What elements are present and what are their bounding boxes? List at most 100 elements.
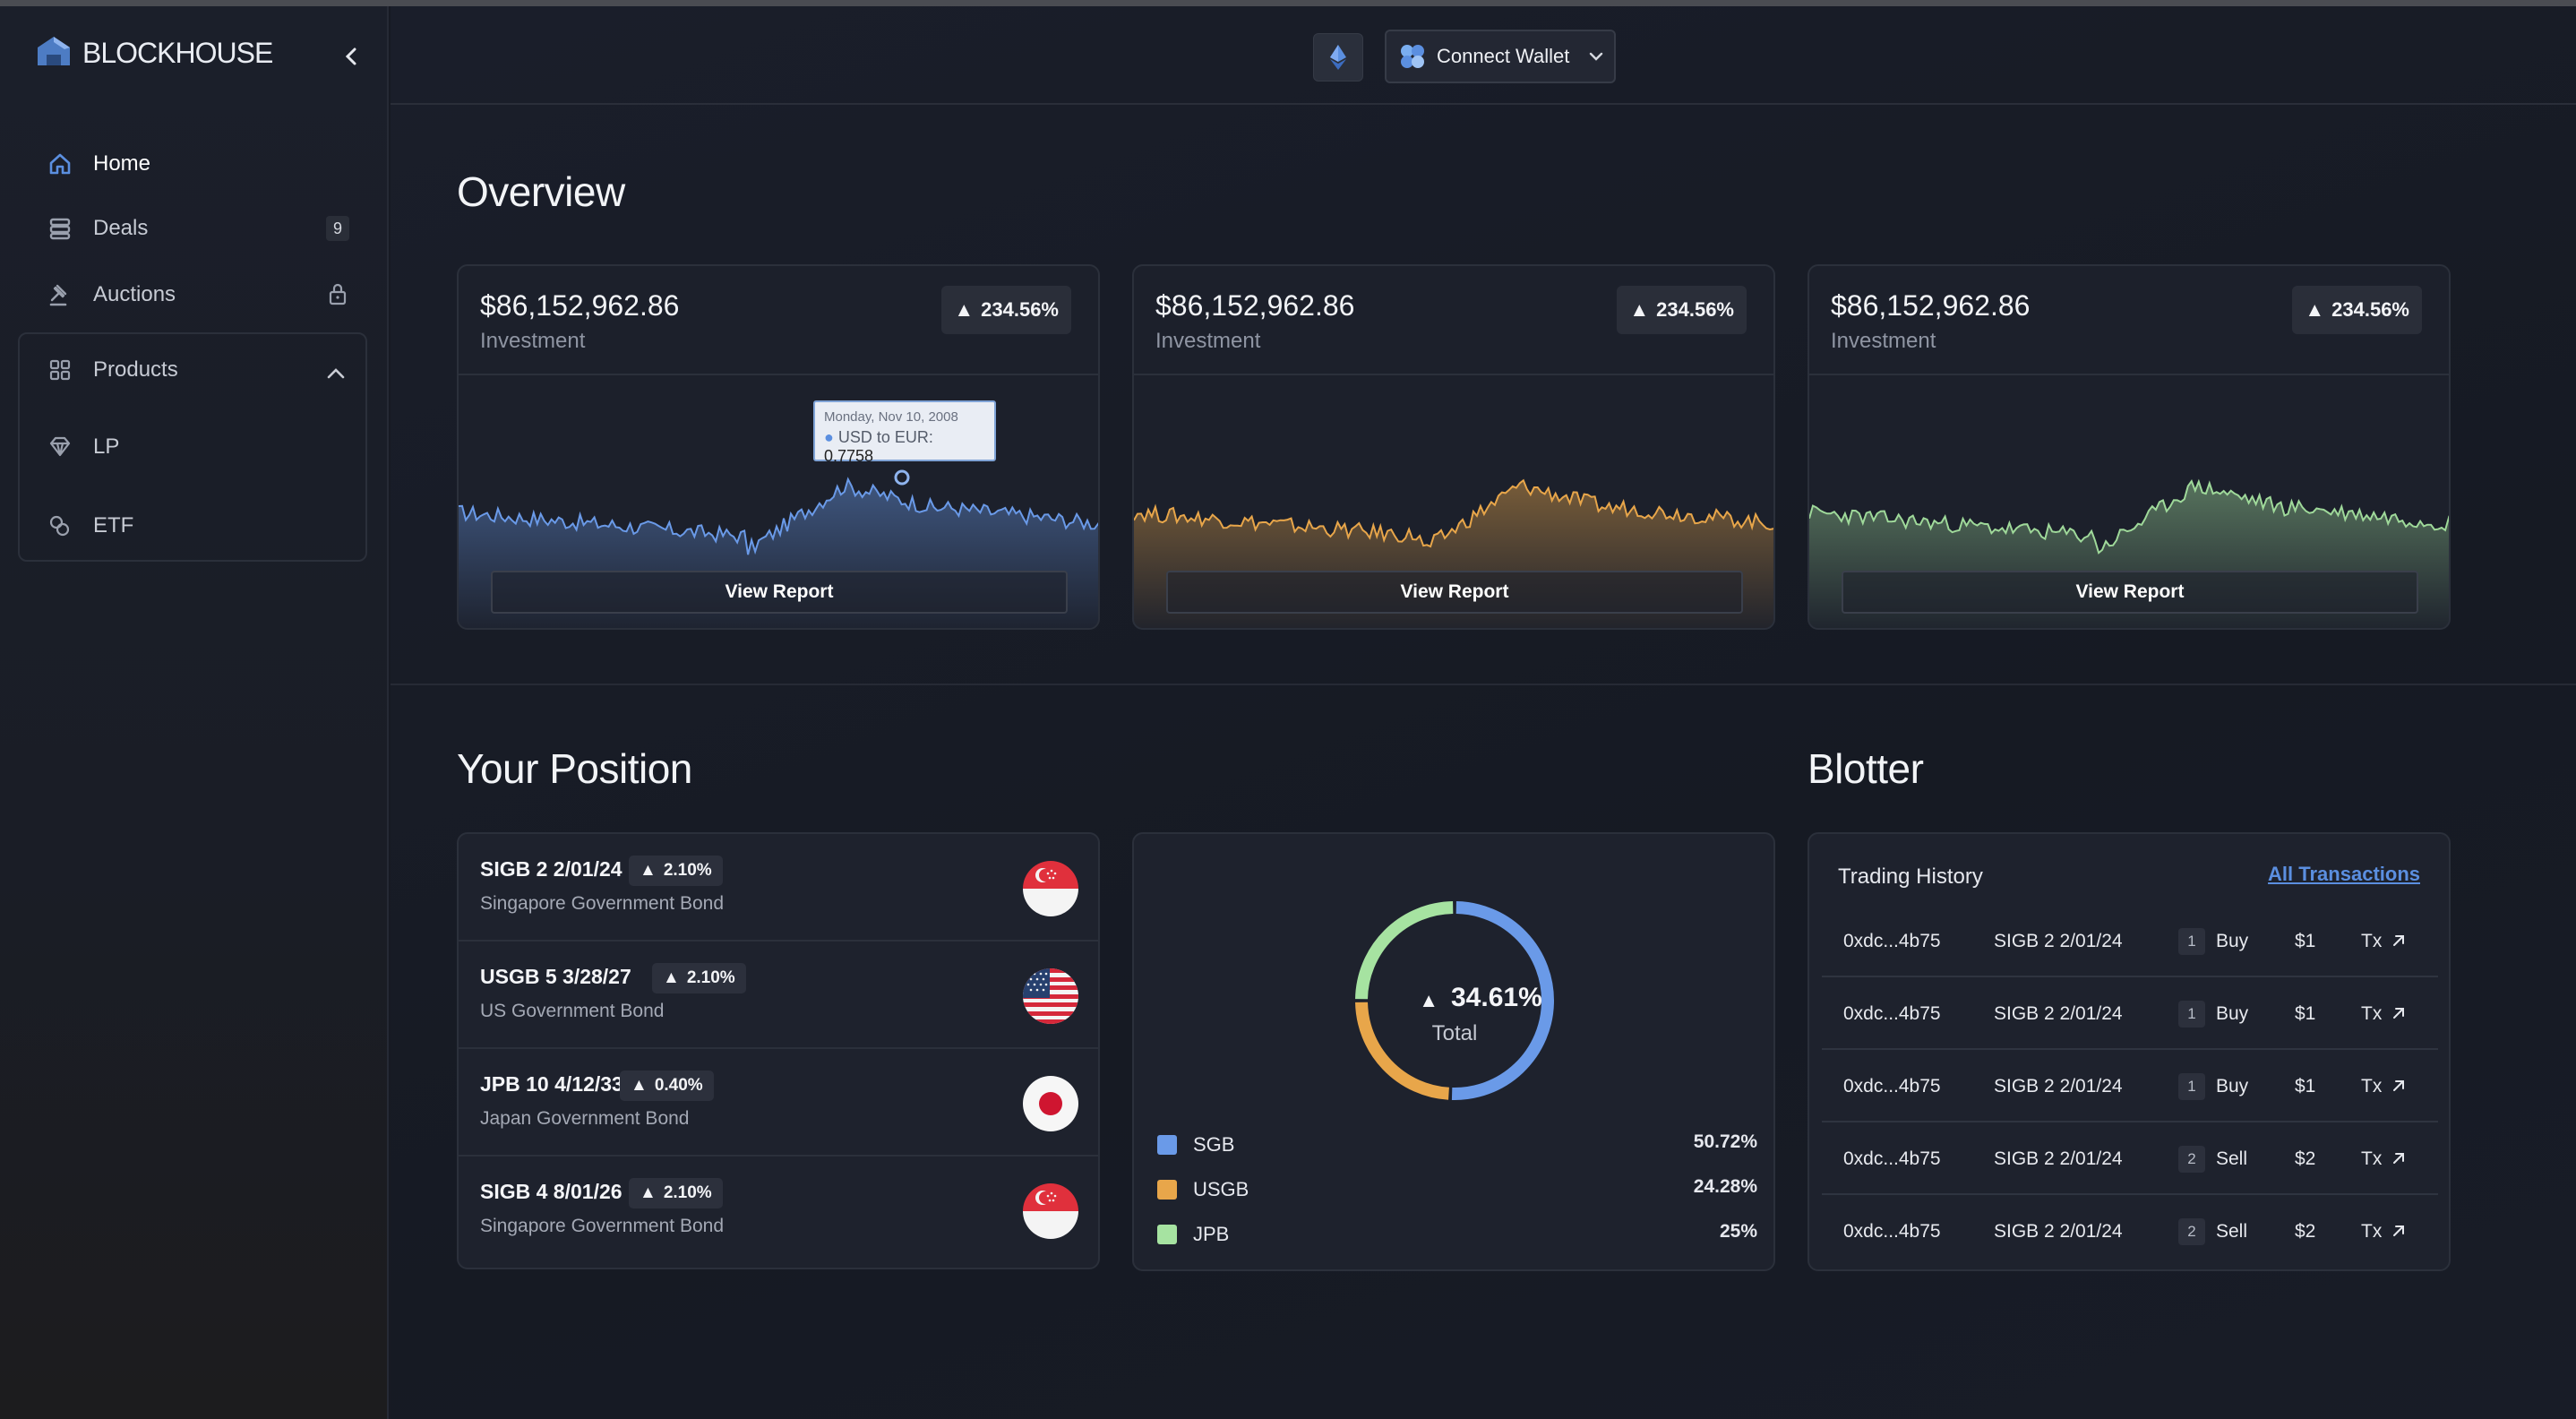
chart-tooltip: Monday, Nov 10, 2008 ● USD to EUR: 0.775… (813, 400, 996, 465)
quantity-badge: 2 (2178, 1146, 2205, 1173)
bond-description: US Government Bond (480, 1001, 665, 1021)
transaction-row[interactable]: 0xdc...4b75 SIGB 2 2/01/24 1 Buy $1 Tx (1822, 978, 2438, 1050)
change-badge: ▲ 234.56% (941, 286, 1071, 334)
legend-item-usgb[interactable]: USGB 24.28% (1157, 1176, 1757, 1203)
bond-description: Singapore Government Bond (480, 1216, 725, 1236)
blotter-card: Trading History All Transactions 0xdc...… (1807, 832, 2451, 1271)
position-row[interactable]: JPB 10 4/12/33 ▲ 0.40% Japan Government B… (459, 1049, 1098, 1157)
view-report-button[interactable]: View Report (1166, 571, 1743, 614)
legend-item-sgb[interactable]: SGB 50.72% (1157, 1131, 1757, 1158)
lock-icon (328, 282, 348, 312)
legend-label: USGB (1193, 1178, 1249, 1200)
connect-wallet-button[interactable]: Connect Wallet (1385, 30, 1616, 83)
wallet-address: 0xdc...4b75 (1843, 1076, 1941, 1096)
series-dot-icon: ● (824, 428, 834, 446)
bond-name: JPB 10 4/12/33 (480, 1072, 623, 1096)
tx-link[interactable]: Tx (2361, 931, 2407, 952)
triangle-up-icon: ▲ (640, 861, 657, 880)
allocation-card: ▲ 34.61% Total SGB 50.72% USGB 24.28% JP… (1132, 832, 1775, 1271)
collapse-sidebar-button[interactable] (333, 39, 369, 74)
chevron-up-icon (326, 361, 346, 386)
network-selector-button[interactable] (1313, 33, 1363, 82)
main-content: Connect Wallet Overview $86,152,962.86 I… (391, 6, 2576, 1419)
transaction-row[interactable]: 0xdc...4b75 SIGB 2 2/01/24 2 Sell $2 Tx (1822, 1196, 2438, 1268)
donut-center-label: Total (1432, 1021, 1478, 1045)
japan-flag-icon (1023, 1076, 1078, 1131)
change-value: 2.10% (663, 861, 712, 880)
investment-amount: $86,152,962.86 (480, 289, 680, 322)
change-badge: ▲ 2.10% (629, 1178, 723, 1208)
tooltip-series: USD to EUR: (837, 428, 933, 446)
legend-item-jpb[interactable]: JPB 25% (1157, 1221, 1757, 1248)
gavel-icon (47, 281, 73, 308)
brand-logo[interactable]: BLOCKHOUSE (34, 31, 273, 75)
sidebar-item-label: LP (93, 434, 120, 459)
triangle-up-icon: ▲ (2305, 298, 2325, 321)
quantity-badge: 2 (2178, 1218, 2205, 1245)
bond-name: SIGB 2 2/01/24 (1994, 1076, 2123, 1096)
section-divider (391, 684, 2576, 685)
trade-side: Buy (2216, 931, 2249, 951)
deals-icon (47, 215, 73, 242)
wallet-connect-icon (1401, 45, 1424, 68)
sidebar: BLOCKHOUSE Home Deals 9 Auctions Product… (0, 6, 389, 1419)
legend-swatch (1157, 1135, 1177, 1155)
change-value: 0.40% (654, 1076, 703, 1095)
quantity-badge: 1 (2178, 1073, 2205, 1100)
singapore-flag-icon (1023, 1183, 1078, 1239)
chevron-left-icon (345, 47, 356, 65)
allocation-donut-chart[interactable]: ▲ 34.61% Total (1134, 870, 1777, 1103)
card-divider (1134, 374, 1773, 375)
overview-card-1: $86,152,962.86 Investment ▲ 234.56% Monda… (457, 264, 1100, 630)
wallet-address: 0xdc...4b75 (1843, 1221, 1941, 1242)
position-row[interactable]: USGB 5 3/28/27 ▲ 2.10% US Government Bond (459, 942, 1098, 1049)
tx-link[interactable]: Tx (2361, 1003, 2407, 1025)
transaction-row[interactable]: 0xdc...4b75 SIGB 2 2/01/24 1 Buy $1 Tx (1822, 1051, 2438, 1122)
top-bar: Connect Wallet (391, 6, 2576, 105)
trade-price: $1 (2295, 1076, 2316, 1096)
change-badge: ▲ 234.56% (1617, 286, 1747, 334)
bond-name: USGB 5 3/28/27 (480, 965, 631, 988)
tx-link[interactable]: Tx (2361, 1221, 2407, 1243)
products-group (18, 332, 367, 562)
transaction-row[interactable]: 0xdc...4b75 SIGB 2 2/01/24 1 Buy $1 Tx (1822, 906, 2438, 977)
change-badge: ▲ 2.10% (652, 963, 746, 993)
sidebar-item-auctions[interactable]: Auctions (18, 268, 367, 322)
sidebar-item-home[interactable]: Home (18, 137, 367, 191)
trade-side: Sell (2216, 1148, 2248, 1169)
view-report-button[interactable]: View Report (1842, 571, 2418, 614)
external-link-icon (2393, 935, 2405, 946)
trade-price: $2 (2295, 1221, 2316, 1242)
chart-line (1134, 478, 1773, 548)
all-transactions-link[interactable]: All Transactions (2268, 863, 2420, 885)
tx-link[interactable]: Tx (2361, 1148, 2407, 1170)
transaction-row[interactable]: 0xdc...4b75 SIGB 2 2/01/24 2 Sell $2 Tx (1822, 1123, 2438, 1195)
external-link-icon (2393, 1153, 2405, 1164)
donut-segment-sgb[interactable] (1451, 901, 1554, 1100)
sidebar-item-etf[interactable]: ETF (18, 499, 367, 553)
tx-link[interactable]: Tx (2361, 1076, 2407, 1097)
sidebar-item-lp[interactable]: LP (18, 420, 367, 474)
legend-swatch (1157, 1180, 1177, 1200)
sidebar-item-products[interactable]: Products (18, 343, 367, 397)
donut-segment-jpb[interactable] (1355, 901, 1454, 1000)
position-row[interactable]: SIGB 4 8/01/26 ▲ 2.10% Singapore Governme… (459, 1157, 1098, 1264)
investment-amount: $86,152,962.86 (1831, 289, 2031, 322)
chart-hover-point (894, 469, 910, 486)
coins-icon (47, 512, 73, 539)
bond-description: Singapore Government Bond (480, 893, 725, 914)
sidebar-item-deals[interactable]: Deals 9 (18, 202, 367, 255)
tooltip-value: 0.7758 (824, 447, 874, 465)
singapore-flag-icon (1023, 861, 1078, 916)
triangle-up-icon: ▲ (1629, 298, 1650, 321)
view-report-button[interactable]: View Report (491, 571, 1068, 614)
trade-price: $2 (2295, 1148, 2316, 1169)
wallet-address: 0xdc...4b75 (1843, 931, 1941, 951)
legend-value: 24.28% (1693, 1176, 1757, 1197)
change-value: 2.10% (686, 968, 735, 987)
chevron-down-icon (1590, 52, 1603, 61)
change-value: 234.56% (2331, 298, 2409, 321)
position-row[interactable]: SIGB 2 2/01/24 ▲ 2.10% Singapore Governme… (459, 834, 1098, 942)
change-value: 234.56% (981, 298, 1059, 321)
donut-segment-usgb[interactable] (1355, 1002, 1450, 1100)
